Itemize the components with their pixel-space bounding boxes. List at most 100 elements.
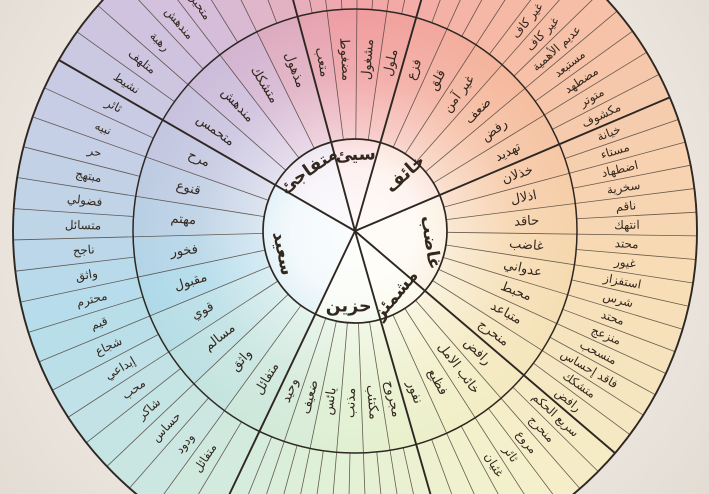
outer-slice — [68, 351, 181, 443]
middle-emotion-label: قنوع — [175, 178, 203, 199]
outer-emotion-label: حر — [85, 143, 104, 162]
outer-slice — [535, 31, 647, 116]
outer-slice — [163, 410, 242, 494]
outer-slice — [416, 0, 441, 23]
half-slice-line — [248, 436, 273, 494]
slice-line — [20, 249, 266, 303]
slice-line — [367, 0, 389, 141]
half-slice-line — [461, 0, 483, 37]
outer-slice — [576, 234, 697, 260]
outer-slice — [23, 116, 146, 177]
outer-slice — [341, 0, 358, 10]
outer-slice — [97, 0, 204, 85]
slice-line — [446, 231, 697, 237]
outer-slice — [356, 0, 373, 10]
half-slice-line — [44, 87, 154, 139]
outer-slice — [13, 236, 135, 272]
slice-line — [38, 265, 271, 363]
sector-boundary-line — [228, 230, 356, 494]
middle-emotion-label: فزع — [404, 57, 425, 82]
outer-slice — [77, 5, 189, 102]
middle-emotion-label: مهتم — [170, 211, 196, 228]
outer-slice — [58, 31, 175, 121]
outer-slice — [13, 208, 134, 240]
slice-line — [13, 233, 264, 241]
outer-slice — [576, 212, 698, 236]
outer-slice — [567, 279, 689, 330]
slice-line — [433, 51, 647, 184]
half-slice-line — [376, 451, 382, 494]
outer-slice — [13, 177, 136, 217]
middle-emotion-label: متعب — [312, 46, 332, 78]
outer-emotion-label: متسائل — [65, 218, 101, 233]
half-slice-line — [129, 397, 209, 489]
outer-slice — [241, 0, 277, 32]
outer-slice — [447, 0, 482, 37]
outer-slice — [489, 0, 560, 65]
outer-slice — [431, 433, 475, 494]
outer-slice — [106, 383, 209, 489]
core-emotion-label: سيئ — [335, 144, 376, 165]
outer-slice — [371, 0, 389, 12]
outer-emotion-label: سخرية — [606, 178, 642, 198]
slice-line — [355, 0, 358, 140]
outer-slice — [416, 439, 452, 494]
slice-line — [32, 116, 269, 201]
outer-slice — [552, 74, 670, 145]
half-slice-line — [572, 164, 691, 189]
slice-line — [163, 305, 302, 494]
half-slice-line — [431, 0, 441, 23]
outer-slice — [390, 447, 414, 494]
outer-emotion-label: واثق — [75, 266, 99, 284]
half-slice-line — [513, 0, 593, 77]
slice-line — [97, 5, 287, 171]
half-slice-line — [533, 362, 631, 435]
sector-boundary-line — [354, 0, 423, 232]
outer-slice — [32, 87, 154, 157]
slice-line — [325, 0, 344, 140]
half-slice-line — [489, 0, 532, 55]
middle-emotion-label: فخور — [169, 242, 199, 260]
middle-emotion-label: اذلال — [509, 188, 538, 208]
outer-slice — [309, 0, 327, 14]
slice-line — [446, 188, 695, 220]
outer-slice — [15, 257, 138, 303]
outer-slice — [333, 452, 350, 494]
half-slice-line — [76, 31, 175, 103]
half-slice-line — [283, 445, 298, 494]
outer-slice — [376, 450, 398, 494]
slice-line — [17, 177, 265, 218]
half-slice-line — [348, 452, 351, 494]
outer-slice — [461, 0, 506, 45]
core-emotion-label: حزين — [326, 297, 372, 317]
half-slice-line — [564, 119, 679, 159]
slice-line — [443, 257, 683, 330]
half-slice-line — [488, 408, 554, 494]
outer-slice — [514, 0, 617, 89]
middle-emotion-label: مشغول — [359, 38, 377, 80]
half-slice-line — [13, 208, 134, 217]
outer-slice — [300, 448, 324, 494]
outer-slice — [403, 444, 431, 494]
outer-slice — [512, 375, 616, 472]
outer-slice — [564, 119, 686, 174]
sector-boundary-line — [354, 230, 616, 454]
middle-emotion-label: يائس — [321, 386, 340, 416]
outer-ring-circle — [12, 0, 698, 494]
slice-line — [369, 321, 398, 494]
sector-boundary-line — [292, 0, 356, 232]
half-slice-line — [562, 308, 676, 353]
outer-slice — [572, 165, 695, 204]
outer-slice — [138, 0, 220, 69]
slice-line — [300, 321, 337, 494]
slice-line — [404, 0, 506, 155]
slice-line — [106, 294, 289, 467]
outer-slice — [229, 431, 272, 494]
outer-slice — [574, 249, 696, 284]
slice-line — [358, 322, 366, 494]
half-slice-line — [571, 279, 689, 307]
outer-emotion-label: قيم — [89, 314, 110, 333]
outer-slice — [502, 0, 593, 77]
outer-slice — [17, 146, 140, 197]
